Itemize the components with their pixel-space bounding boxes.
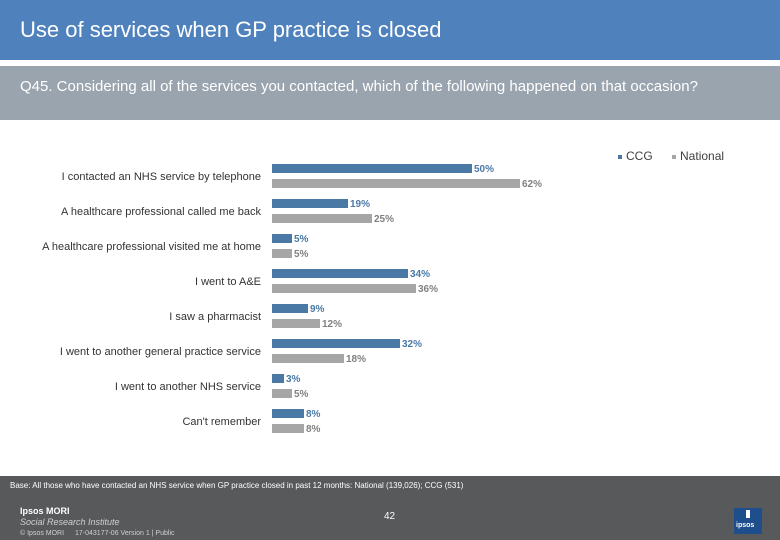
legend-national-swatch xyxy=(672,154,677,159)
category-label: I saw a pharmacist xyxy=(169,311,261,323)
data-label-ccg: 9% xyxy=(310,304,325,315)
bar-ccg xyxy=(272,339,400,348)
question-text: Q45. Considering all of the services you… xyxy=(20,78,698,95)
chart-legend: CCG National xyxy=(618,149,740,163)
legend-ccg: CCG xyxy=(618,149,653,163)
data-label-ccg: 50% xyxy=(474,164,494,175)
bar-national xyxy=(272,214,372,223)
job-reference: 17-043177-06 Version 1 | Public xyxy=(75,530,175,537)
data-label-national: 5% xyxy=(294,249,309,260)
data-label-national: 18% xyxy=(346,354,366,365)
ipsos-logo: ipsos xyxy=(734,508,762,534)
brand-subtitle: Social Research Institute xyxy=(20,517,120,527)
category-label: I went to another NHS service xyxy=(115,381,261,393)
bar-ccg xyxy=(272,409,304,418)
category-label: A healthcare professional visited me at … xyxy=(42,241,261,253)
data-label-ccg: 3% xyxy=(286,374,301,385)
bar-national xyxy=(272,284,416,293)
bar-ccg xyxy=(272,374,284,383)
logo-mark-icon xyxy=(746,510,750,518)
category-label: A healthcare professional called me back xyxy=(61,206,261,218)
data-label-national: 8% xyxy=(306,424,321,435)
legend-ccg-label: CCG xyxy=(626,149,653,163)
data-label-national: 25% xyxy=(374,214,394,225)
bar-ccg xyxy=(272,199,348,208)
data-label-national: 12% xyxy=(322,319,342,330)
category-label: I contacted an NHS service by telephone xyxy=(62,171,261,183)
base-note: Base: All those who have contacted an NH… xyxy=(10,481,464,490)
data-label-ccg: 32% xyxy=(402,339,422,350)
logo-text: ipsos xyxy=(736,522,755,529)
bar-ccg xyxy=(272,164,472,173)
bar-ccg xyxy=(272,269,408,278)
page-number: 42 xyxy=(384,511,396,522)
legend-ccg-swatch xyxy=(618,154,622,159)
category-label: I went to A&E xyxy=(195,276,261,288)
brand-name: Ipsos MORI xyxy=(20,506,70,516)
bar-national xyxy=(272,319,320,328)
data-label-national: 5% xyxy=(294,389,309,400)
footer-band xyxy=(0,476,780,540)
bar-national xyxy=(272,389,292,398)
bar-national xyxy=(272,179,520,188)
data-label-national: 62% xyxy=(522,179,542,190)
category-label: I went to another general practice servi… xyxy=(60,346,261,358)
data-label-ccg: 8% xyxy=(306,409,321,420)
copyright-text: © Ipsos MORI xyxy=(20,530,65,537)
bar-ccg xyxy=(272,304,308,313)
question-band: Q45. Considering all of the services you… xyxy=(0,66,780,120)
legend-national-label: National xyxy=(680,149,725,163)
data-label-ccg: 5% xyxy=(294,234,309,245)
bar-ccg xyxy=(272,234,292,243)
bar-chart: I contacted an NHS service by telephone 5… xyxy=(42,164,542,435)
page-title: Use of services when GP practice is clos… xyxy=(20,17,442,42)
bar-national xyxy=(272,354,344,363)
data-label-ccg: 19% xyxy=(350,199,370,210)
data-label-ccg: 34% xyxy=(410,269,430,280)
bar-national xyxy=(272,249,292,258)
legend-national: National xyxy=(672,149,724,163)
data-label-national: 36% xyxy=(418,284,438,295)
header-band: Use of services when GP practice is clos… xyxy=(0,0,780,60)
category-label: Can't remember xyxy=(182,416,261,428)
bar-national xyxy=(272,424,304,433)
